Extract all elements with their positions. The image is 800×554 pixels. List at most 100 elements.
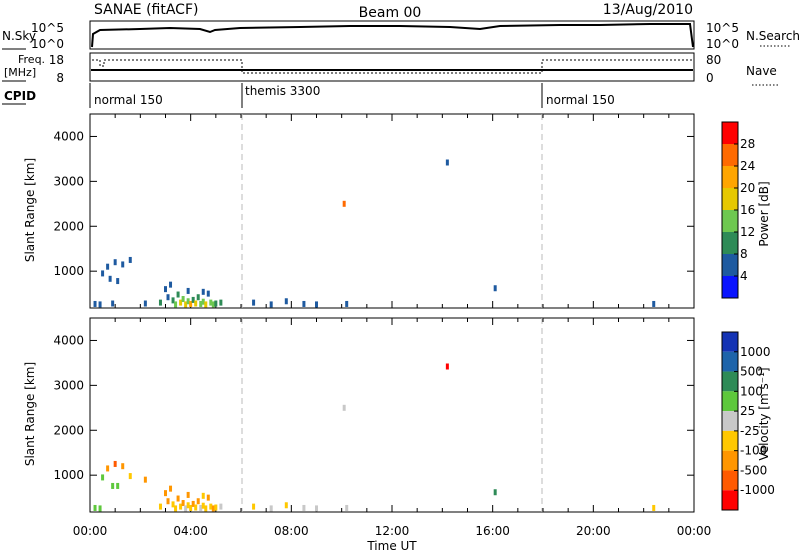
velocity-cell bbox=[166, 498, 170, 505]
velocity-colorbar-tick-label: 100 bbox=[740, 384, 763, 398]
velocity-colorbar-segment bbox=[722, 411, 738, 431]
power-colorbar-segment bbox=[722, 210, 738, 232]
power-cell bbox=[128, 256, 132, 263]
power-colorbar-tick-label: 12 bbox=[740, 225, 755, 239]
velocity-cell bbox=[345, 504, 349, 511]
velocity-cell bbox=[252, 503, 256, 510]
velocity-cell bbox=[493, 489, 497, 496]
velocity-cell bbox=[171, 501, 175, 508]
velocity-colorbar-segment bbox=[722, 450, 738, 471]
power-cell bbox=[158, 299, 162, 306]
velocity-cell bbox=[302, 504, 306, 511]
power-cell bbox=[164, 286, 167, 293]
velocity-cell bbox=[196, 498, 200, 505]
power-colorbar-tick-label: 16 bbox=[740, 203, 755, 217]
power-cell bbox=[106, 263, 110, 270]
time-tick-label: 20:00 bbox=[576, 524, 611, 538]
velocity-cell bbox=[219, 503, 223, 510]
freq-panel bbox=[89, 52, 695, 82]
power-colorbar-segment bbox=[722, 276, 738, 298]
velocity-colorbar-segment bbox=[722, 351, 738, 372]
time-tick-label: 12:00 bbox=[375, 524, 410, 538]
power-colorbar-segment bbox=[722, 188, 738, 210]
power-colorbar-tick-label: 24 bbox=[740, 159, 755, 173]
velocity-ytick-label: 2000 bbox=[53, 423, 84, 437]
power-cell bbox=[206, 290, 210, 297]
time-tick-label: 00:00 bbox=[677, 524, 712, 538]
velocity-cell bbox=[111, 482, 115, 489]
time-tick-label: 16:00 bbox=[475, 524, 510, 538]
power-cell bbox=[194, 300, 198, 307]
velocity-cell bbox=[194, 504, 198, 511]
power-cell bbox=[93, 300, 97, 307]
power-colorbar-segment bbox=[722, 144, 738, 166]
velocity-cell bbox=[206, 494, 210, 501]
power-cell bbox=[284, 298, 288, 305]
power-colorbar-segment bbox=[722, 254, 738, 276]
power-cell bbox=[176, 291, 180, 298]
velocity-cell bbox=[201, 492, 205, 499]
time-tick-label: 04:00 bbox=[173, 524, 208, 538]
velocity-cell bbox=[184, 505, 188, 512]
nave-tick-top: 80 bbox=[706, 53, 721, 67]
velocity-cell bbox=[128, 473, 132, 480]
power-colorbar-tick-label: 8 bbox=[740, 247, 748, 261]
velocity-cell bbox=[116, 482, 120, 489]
velocity-cell bbox=[169, 485, 173, 492]
velocity-cell bbox=[181, 500, 185, 507]
power-colorbar bbox=[721, 121, 739, 299]
freq-unit: [MHz] bbox=[4, 66, 36, 79]
nsky-label: N.Sky bbox=[2, 29, 36, 43]
velocity-cell bbox=[269, 505, 273, 512]
power-cell bbox=[196, 294, 200, 301]
velocity-colorbar bbox=[721, 331, 739, 511]
velocity-colorbar-label: Velocity [m s⁻¹] bbox=[757, 367, 771, 460]
velocity-colorbar-segment bbox=[722, 490, 738, 510]
power-cell bbox=[219, 299, 223, 306]
power-colorbar-tick-label: 4 bbox=[740, 269, 748, 283]
power-cell bbox=[121, 261, 125, 268]
nave-tick-bottom: 0 bbox=[706, 71, 714, 85]
power-cell bbox=[98, 301, 102, 308]
velocity-colorbar-segment bbox=[722, 371, 738, 392]
velocity-colorbar-ticks: 1000 500 100 25 -25 -100 -500 -1000 bbox=[734, 345, 775, 497]
power-ytick-label: 4000 bbox=[53, 129, 84, 143]
cpid-segment-2: themis 3300 bbox=[245, 84, 320, 98]
velocity-cell bbox=[98, 505, 102, 512]
velocity-cell bbox=[106, 465, 110, 472]
velocity-ylabel: Slant Range [km] bbox=[23, 362, 37, 466]
velocity-ytick-label: 4000 bbox=[53, 333, 84, 347]
power-cells bbox=[93, 159, 656, 308]
velocity-cell bbox=[199, 504, 203, 511]
velocity-cell bbox=[191, 500, 195, 507]
cpid-segment-3: normal 150 bbox=[546, 93, 615, 107]
velocity-ytick-label: 3000 bbox=[53, 378, 84, 392]
velocity-cell bbox=[174, 505, 178, 512]
power-cell bbox=[184, 301, 188, 308]
velocity-cell bbox=[652, 504, 656, 511]
power-xticks bbox=[89, 114, 695, 308]
power-colorbar-label: Power [dB] bbox=[757, 181, 771, 246]
time-tick-label: 08:00 bbox=[274, 524, 309, 538]
power-cell bbox=[186, 287, 190, 294]
cpid-segment-1: normal 150 bbox=[94, 93, 163, 107]
velocity-cell bbox=[209, 503, 213, 510]
nsky-tick-bottom: 10^0 bbox=[31, 37, 64, 51]
power-cell bbox=[174, 301, 178, 308]
nave-trace bbox=[92, 59, 693, 74]
power-cell bbox=[493, 285, 497, 292]
power-cell bbox=[204, 301, 208, 308]
nsearch-label: N.Search bbox=[746, 29, 800, 43]
velocity-cell bbox=[143, 476, 147, 483]
power-panel-frame bbox=[89, 113, 695, 309]
nsky-tick-top: 10^5 bbox=[31, 21, 64, 35]
time-axis-label: Time UT bbox=[366, 539, 417, 553]
velocity-yticks: 4000 3000 2000 1000 bbox=[53, 333, 694, 482]
velocity-cell bbox=[121, 463, 125, 470]
velocity-cell bbox=[186, 491, 190, 498]
power-cell bbox=[179, 299, 183, 306]
velocity-colorbar-tick-label: -1000 bbox=[740, 483, 775, 497]
velocity-colorbar-tick-label: 500 bbox=[740, 365, 763, 379]
power-cell bbox=[445, 159, 449, 166]
velocity-cell bbox=[189, 504, 193, 511]
